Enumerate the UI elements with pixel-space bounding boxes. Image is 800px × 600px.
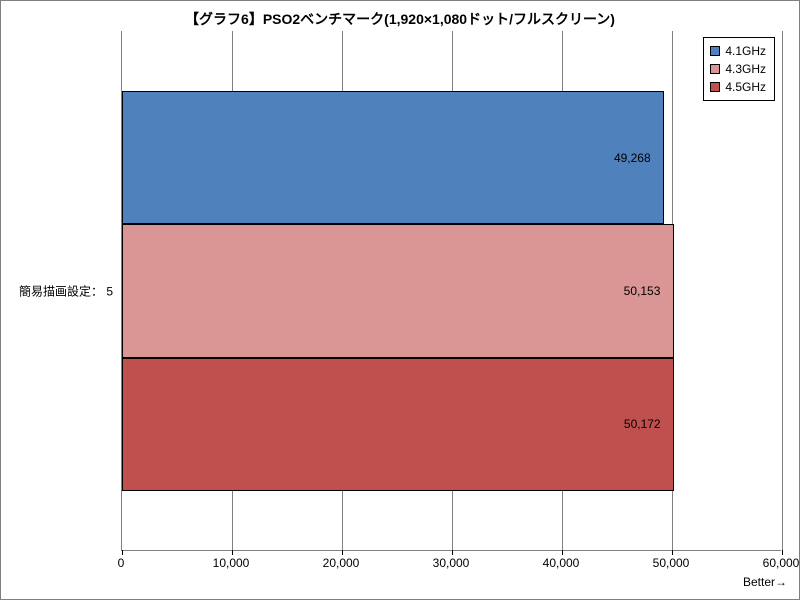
bar-value-label: 50,153 [624,284,661,298]
legend-swatch [710,64,720,74]
chart-container: 【グラフ6】PSO2ベンチマーク(1,920×1,080ドット/フルスクリーン)… [0,0,800,600]
x-tick [232,550,233,555]
x-tick-label: 30,000 [433,556,470,570]
legend-item: 4.3GHz [710,60,766,78]
bar-value-label: 49,268 [614,151,651,165]
x-tick [562,550,563,555]
bar-4.3GHz [122,224,674,357]
legend-label: 4.1GHz [725,44,766,58]
legend-label: 4.5GHz [725,80,766,94]
legend-label: 4.3GHz [725,62,766,76]
bar-4.1GHz [122,91,664,224]
chart-title: 【グラフ6】PSO2ベンチマーク(1,920×1,080ドット/フルスクリーン) [1,9,799,29]
bar-value-label: 50,172 [624,417,661,431]
x-tick-label: 60,000 [763,556,800,570]
plot-area: 49,268 50,153 50,172 [121,31,781,551]
x-tick-label: 40,000 [543,556,580,570]
y-category-label: 簡易描画設定： 5 [1,283,113,300]
legend-swatch [710,82,720,92]
legend-item: 4.1GHz [710,42,766,60]
x-tick-label: 0 [118,556,125,570]
x-tick [342,550,343,555]
bar-4.5GHz [122,358,674,491]
x-tick [782,550,783,555]
x-axis-better-label: Better→ [743,575,787,589]
x-tick [452,550,453,555]
legend: 4.1GHz 4.3GHz 4.5GHz [703,37,775,101]
x-tick-label: 10,000 [213,556,250,570]
legend-swatch [710,46,720,56]
x-tick [672,550,673,555]
x-tick-label: 50,000 [653,556,690,570]
legend-item: 4.5GHz [710,78,766,96]
grid-line [782,31,783,550]
x-tick [122,550,123,555]
x-tick-label: 20,000 [323,556,360,570]
